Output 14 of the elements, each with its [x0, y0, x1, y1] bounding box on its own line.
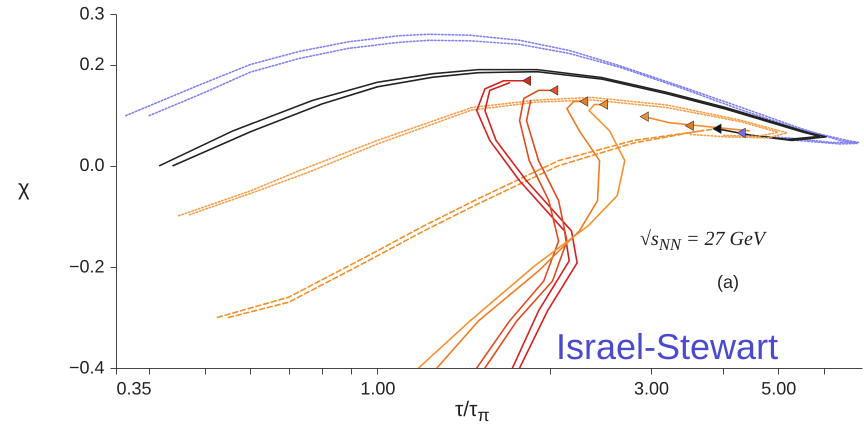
- y-tick-label: −0.4: [68, 358, 104, 378]
- x-tick-label: 3.00: [634, 378, 670, 398]
- x-tick-label: 0.35: [116, 378, 152, 398]
- x-axis-title: τ/τ$_{π}$: [455, 398, 490, 426]
- annotation: Israel-Stewart: [556, 326, 778, 368]
- x-tick-label: 1.00: [360, 378, 396, 398]
- annotation: √s$_{NN}$ = 27 GeV: [640, 228, 766, 255]
- y-tick-label: −0.2: [68, 256, 104, 276]
- y-tick-label: 0.3: [79, 4, 104, 24]
- y-tick-label: 0.2: [79, 54, 104, 74]
- annotation: (a): [717, 272, 739, 293]
- y-axis-title: χ: [18, 175, 30, 201]
- y-tick-label: 0.0: [79, 155, 104, 176]
- x-tick-label: 5.00: [761, 378, 796, 398]
